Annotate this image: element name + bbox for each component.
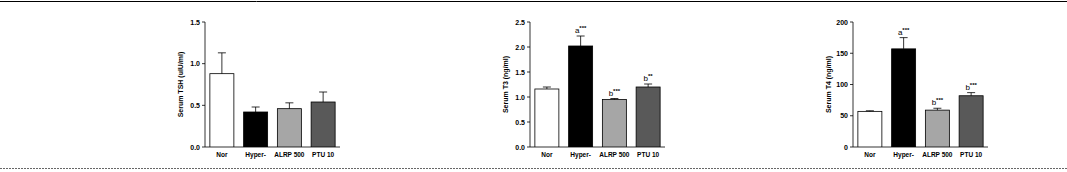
y-tick-label: 2.0	[515, 44, 525, 51]
y-tick-label: 2.5	[515, 19, 525, 26]
significance-label: b***	[932, 97, 944, 107]
y-tick	[527, 72, 530, 73]
bar	[636, 87, 660, 147]
chart: Serum T3 (ng/ml) 0.0 0.5 1.0 1.5 2.0 2.5 Nor Hyp…	[502, 19, 665, 160]
x-tick-label: Hyper-	[570, 151, 591, 159]
bar	[925, 110, 949, 147]
error-bar	[967, 93, 975, 96]
bar	[858, 111, 882, 147]
y-tick	[850, 84, 853, 85]
top-rule	[0, 1, 1067, 2]
bar	[602, 100, 626, 148]
y-tick-label: 150	[836, 50, 848, 57]
y-tick	[527, 147, 530, 148]
y-tick-label: 1.5	[515, 69, 525, 76]
y-axis	[205, 22, 206, 147]
y-tick-label: 1.5	[190, 19, 200, 26]
y-axis	[853, 22, 854, 147]
x-tick-label: Hyper-	[893, 151, 914, 159]
x-tick-label: ALRP 500	[274, 151, 305, 158]
error-bar	[866, 110, 874, 112]
x-tick-label: PTU 10	[637, 151, 659, 158]
bottom-rule	[0, 168, 1067, 169]
error-bar	[319, 92, 327, 102]
chart: Serum T4 (ng/ml) 0 50 100 150 200 Nor Hyper-a**…	[825, 19, 988, 160]
bar	[959, 96, 983, 147]
x-tick-label: PTU 10	[960, 151, 982, 158]
y-tick	[202, 22, 205, 23]
x-tick-label: Nor	[541, 151, 553, 158]
x-tick-label: Nor	[216, 151, 228, 158]
x-tick-label: PTU 10	[312, 151, 334, 158]
y-tick	[850, 53, 853, 54]
error-bar	[218, 53, 226, 74]
y-tick-label: 100	[836, 81, 848, 88]
significance-label: b***	[609, 88, 621, 98]
y-tick	[202, 147, 205, 148]
bar	[535, 89, 559, 147]
figure: Serum TSH (uIU/ml) 0.0 0.5 1.0 1.5 Nor Hyper- A…	[0, 0, 1067, 172]
y-tick-label: 0.0	[515, 144, 525, 151]
y-tick	[850, 147, 853, 148]
error-bar	[933, 108, 941, 110]
significance-label: b**	[644, 73, 654, 83]
y-tick	[202, 105, 205, 106]
y-tick-label: 200	[836, 19, 848, 26]
y-axis-label: Serum T3 (ng/ml)	[502, 56, 510, 113]
y-tick-label: 1.0	[190, 60, 200, 67]
y-axis	[530, 22, 531, 147]
chart: Serum TSH (uIU/ml) 0.0 0.5 1.0 1.5 Nor Hyper- A…	[177, 19, 340, 160]
y-tick-label: 0.5	[190, 102, 200, 109]
y-axis-label: Serum TSH (uIU/ml)	[177, 52, 185, 118]
y-tick	[527, 97, 530, 98]
bar	[244, 112, 268, 147]
x-tick-label: Hyper-	[245, 151, 266, 159]
error-bar	[610, 99, 618, 100]
y-tick	[527, 122, 530, 123]
bar	[277, 109, 301, 147]
y-tick-label: 50	[840, 112, 848, 119]
y-tick-label: 0.0	[190, 144, 200, 151]
y-tick	[850, 115, 853, 116]
y-tick	[850, 22, 853, 23]
x-tick-label: Nor	[864, 151, 876, 158]
significance-label: a***	[575, 25, 587, 35]
error-bar	[644, 84, 652, 87]
y-tick-label: 0.5	[515, 119, 525, 126]
error-bar	[543, 87, 551, 89]
significance-label: b***	[965, 82, 977, 92]
y-tick	[527, 22, 530, 23]
y-axis-label: Serum T4 (ng/ml)	[825, 56, 833, 113]
y-tick-label: 0	[844, 144, 848, 151]
x-tick-label: ALRP 500	[922, 151, 953, 158]
y-tick	[202, 63, 205, 64]
bars	[858, 38, 983, 147]
significance-label: a***	[898, 27, 910, 37]
bar	[892, 49, 916, 147]
y-tick	[527, 47, 530, 48]
error-bar	[252, 107, 260, 112]
y-tick-label: 1.0	[515, 94, 525, 101]
bar	[210, 74, 234, 147]
bar	[311, 102, 335, 147]
error-bar	[285, 103, 293, 109]
x-tick-label: ALRP 500	[599, 151, 630, 158]
bars	[535, 36, 660, 147]
error-bar	[577, 36, 585, 46]
bars	[210, 53, 335, 147]
bar	[569, 46, 593, 147]
error-bar	[900, 38, 908, 49]
